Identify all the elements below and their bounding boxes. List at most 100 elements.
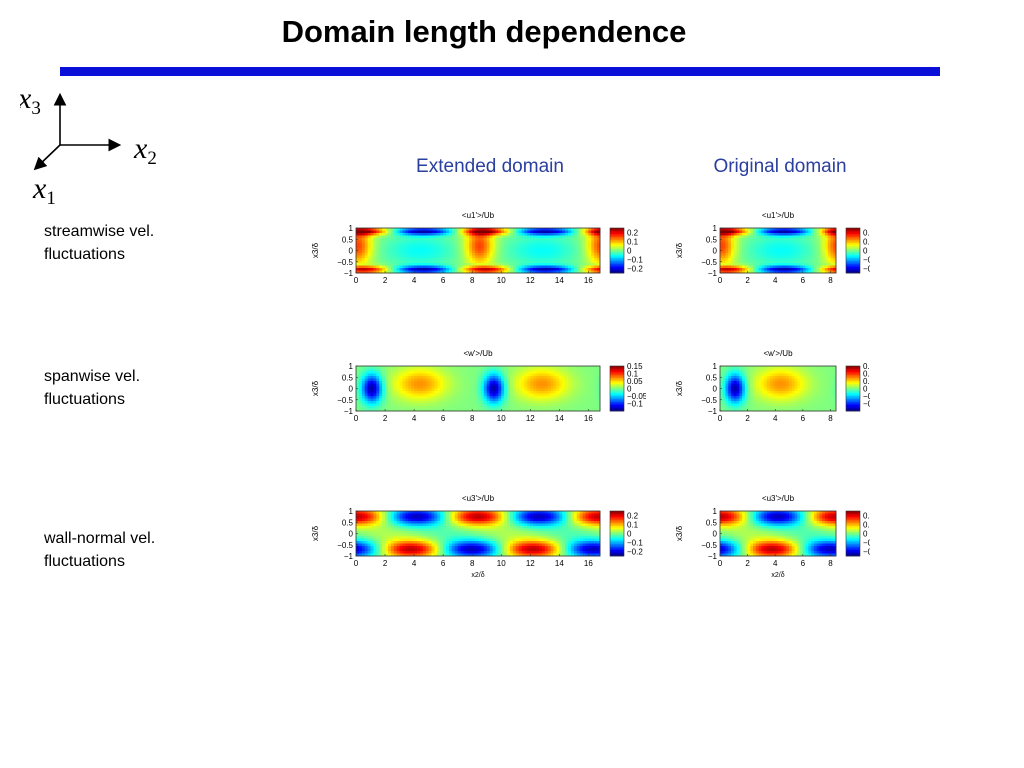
heatmap-cell: [562, 243, 566, 246]
heatmap-cell: [588, 233, 592, 236]
heatmap-cell: [769, 403, 773, 407]
heatmap-cell: [565, 238, 569, 241]
heatmap-cell: [786, 270, 790, 274]
heatmap-cell: [454, 403, 459, 407]
heatmap-cell: [437, 255, 441, 259]
heatmap-cell: [521, 398, 525, 402]
heatmap-cell: [498, 406, 502, 409]
heatmap-cell: [780, 268, 784, 271]
heatmap-cell: [396, 238, 400, 241]
heatmap-cell: [813, 235, 818, 239]
heatmap-cell: [507, 406, 511, 409]
heatmap-cell: [780, 401, 784, 404]
heatmap-cell: [573, 260, 578, 264]
heatmap-cell: [460, 378, 464, 382]
heatmap-cell: [819, 235, 823, 239]
heatmap-cell: [805, 253, 809, 256]
heatmap-cell: [582, 270, 586, 274]
heatmap-cell: [486, 263, 491, 266]
heatmap-cell: [797, 366, 801, 369]
heatmap-cell: [789, 233, 793, 236]
heatmap-cell: [498, 383, 502, 387]
heatmap-cell: [816, 238, 820, 241]
heatmap-cell: [367, 536, 371, 539]
heatmap-cell: [504, 240, 508, 244]
heatmap-cell: [813, 265, 818, 269]
heatmap-cell: [813, 368, 818, 372]
heatmap-cell: [562, 245, 566, 249]
heatmap-cell: [358, 526, 363, 529]
heatmap-cell: [457, 396, 461, 399]
heatmap-cell: [443, 408, 447, 412]
heatmap-cell: [501, 406, 505, 409]
heatmap-cell: [501, 258, 505, 261]
heatmap-cell: [556, 381, 560, 384]
heatmap-cell: [791, 255, 795, 259]
heatmap-cell: [822, 388, 826, 392]
heatmap-cell: [780, 381, 784, 384]
x-tick-label: 12: [526, 414, 535, 423]
heatmap-cell: [466, 243, 470, 246]
heatmap-cell: [451, 401, 456, 404]
heatmap-cell: [755, 381, 760, 384]
heatmap-cell: [402, 366, 406, 369]
heatmap-cell: [379, 243, 383, 246]
heatmap-cell: [385, 235, 389, 239]
heatmap-cell: [802, 248, 807, 251]
heatmap-cell: [755, 245, 760, 249]
heatmap-cell: [524, 403, 528, 407]
heatmap-cell: [579, 268, 583, 271]
heatmap-cell: [568, 270, 572, 274]
heatmap-cell: [775, 388, 779, 392]
heatmap-cell: [396, 376, 400, 379]
heatmap-cell: [791, 258, 795, 261]
heatmap-cell: [539, 243, 543, 246]
heatmap-cell: [390, 235, 395, 239]
heatmap-cell: [744, 388, 749, 392]
heatmap-cell: [504, 248, 508, 251]
heatmap-cell: [550, 378, 554, 382]
heatmap-cell: [778, 393, 782, 397]
heatmap-cell: [822, 228, 826, 231]
heatmap-cell: [800, 240, 804, 244]
heatmap-cell: [797, 408, 801, 412]
heatmap-cell: [515, 263, 520, 266]
heatmap-cell: [373, 250, 377, 254]
heatmap-cell: [364, 235, 369, 239]
heatmap-cell: [547, 408, 552, 412]
heatmap-cell: [498, 248, 502, 251]
heatmap-cell: [753, 376, 757, 379]
heatmap-cell: [387, 258, 392, 261]
heatmap-cell: [568, 403, 572, 407]
heatmap-cell: [431, 235, 435, 239]
heatmap-cell: [419, 230, 424, 234]
heatmap-cell: [808, 388, 812, 392]
heatmap-cell: [833, 401, 837, 404]
heatmap-cell: [536, 235, 540, 239]
heatmap-cell: [780, 371, 784, 374]
heatmap-cell: [733, 396, 737, 399]
heatmap-cell: [722, 386, 726, 389]
heatmap-cell: [524, 260, 528, 264]
heatmap-cell: [565, 245, 569, 249]
heatmap-cell: [736, 391, 740, 394]
heatmap-cell: [451, 268, 456, 271]
heatmap-cell: [562, 393, 566, 397]
heatmap-cell: [802, 398, 807, 402]
heatmap-cell: [591, 398, 595, 402]
heatmap-cell: [816, 371, 820, 374]
heatmap-cell: [536, 228, 540, 231]
heatmap-cell: [833, 393, 837, 397]
heatmap-cell: [802, 366, 807, 369]
heatmap-cell: [356, 523, 360, 527]
heatmap-cell: [553, 388, 557, 392]
heatmap-cell: [417, 268, 421, 271]
heatmap-cell: [753, 381, 757, 384]
heatmap-cell: [731, 373, 735, 377]
heatmap-cell: [480, 408, 485, 412]
heatmap-cell: [408, 403, 412, 407]
heatmap-cell: [448, 268, 453, 271]
heatmap-cell: [408, 368, 412, 372]
heatmap-cell: [597, 245, 601, 249]
colorbar-frame: [609, 365, 625, 412]
